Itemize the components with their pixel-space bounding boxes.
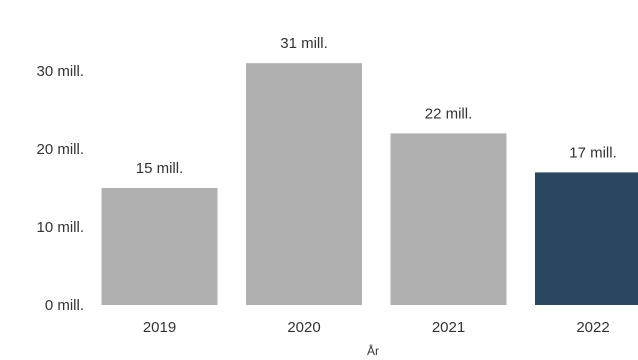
y-tick-label: 0 mill. [45,297,84,314]
bar-2021[interactable] [390,133,507,305]
y-axis: 0 mill. 10 mill. 20 mill. 30 mill. [36,63,84,314]
data-labels: 15 mill. 31 mill. 22 mill. 17 mill. [136,35,617,177]
x-tick-label-2020: 2020 [287,319,320,336]
data-label-2021: 22 mill. [425,105,473,122]
bars [101,63,638,306]
data-label-2020: 31 mill. [280,35,328,52]
data-label-2022: 17 mill. [569,144,617,161]
x-axis: 2019 2020 2021 2022 [143,319,610,336]
x-axis-title: År [367,343,379,358]
y-tick-label: 30 mill. [36,63,84,80]
x-tick-label-2019: 2019 [143,319,176,336]
bar-2019[interactable] [101,188,218,305]
y-tick-label: 20 mill. [36,141,84,158]
data-label-2019: 15 mill. [136,160,184,177]
x-tick-label-2021: 2021 [432,319,465,336]
bar-2022[interactable] [535,172,638,305]
y-tick-label: 10 mill. [36,219,84,236]
bar-2020[interactable] [246,63,362,306]
x-tick-label-2022: 2022 [576,319,609,336]
